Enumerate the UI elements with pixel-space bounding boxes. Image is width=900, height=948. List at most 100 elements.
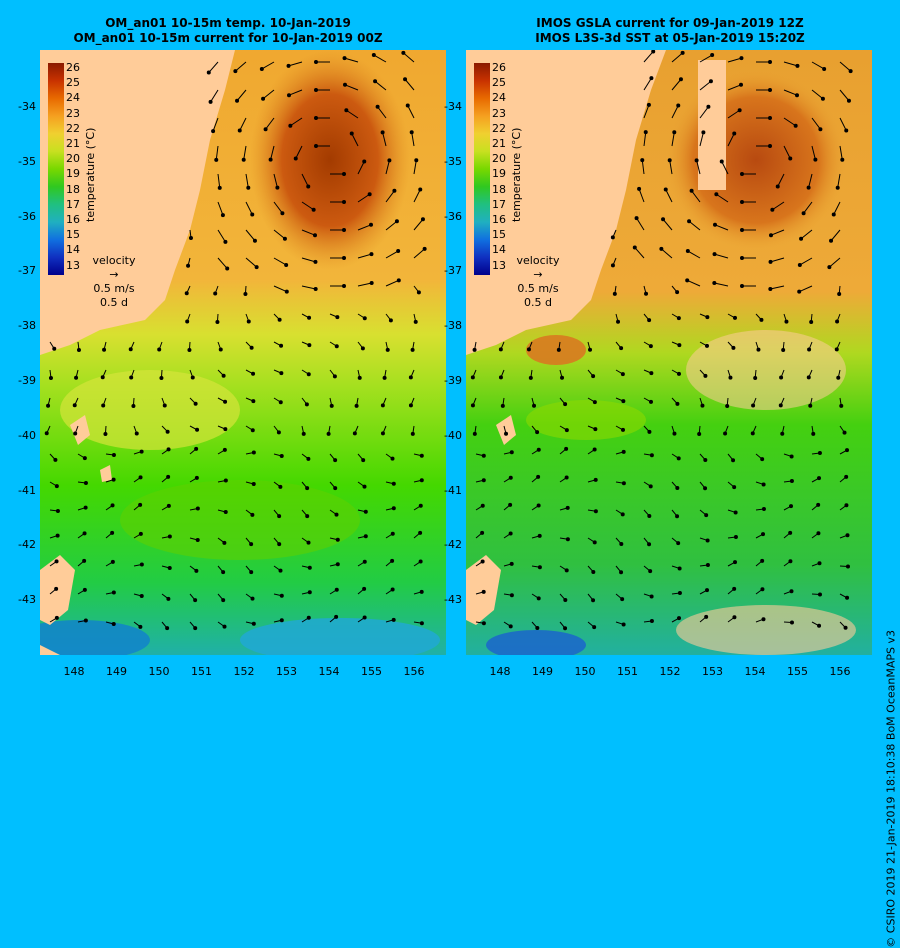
current-arrow-head [734,511,737,514]
current-arrow-head [843,431,846,434]
current-arrow-head [253,239,256,242]
right-map-svg [466,50,872,655]
current-arrow-head [776,185,779,188]
current-arrow-head [372,54,375,57]
left-colorbar-tick: 21 [66,137,80,150]
current-arrow-head [363,587,366,590]
current-arrow-head [724,432,727,435]
current-arrow-head [343,229,346,232]
current-arrow-head [411,432,414,435]
current-arrow-head [617,320,620,323]
current-arrow-head [729,376,732,379]
current-arrow-head [565,569,568,572]
current-arrow-head [473,348,476,351]
current-arrow-head [224,511,227,514]
left-colorbar [48,63,64,275]
current-arrow-head [196,428,199,431]
current-arrow-head [844,626,847,629]
current-arrow-head [410,131,413,134]
current-arrow-head [167,475,170,478]
current-arrow-head [845,129,848,132]
current-arrow-head [315,145,318,148]
current-arrow-head [702,131,705,134]
current-arrow-head [370,281,373,284]
left-map[interactable] [40,50,446,655]
current-arrow-head [302,432,305,435]
right-colorbar [474,63,490,275]
current-arrow-head [678,344,681,347]
current-arrow-head [419,504,422,507]
current-arrow-head [538,534,541,537]
current-arrow-head [814,158,817,161]
current-arrow-head [83,532,86,535]
right-map[interactable] [466,50,872,655]
current-arrow-head [537,504,540,507]
current-arrow-head [353,432,356,435]
current-arrow-head [649,570,652,573]
right-x-tick-label: 156 [825,665,855,678]
current-arrow-head [846,449,849,452]
current-arrow-head [817,532,820,535]
current-arrow-head [509,625,512,628]
right-colorbar-tick: 25 [492,76,506,89]
current-arrow-head [363,616,366,619]
current-arrow-head [397,279,400,282]
current-arrow-head [846,596,849,599]
current-arrow-head [361,347,364,350]
current-arrow-head [314,288,317,291]
current-arrow-head [103,348,106,351]
current-arrow-head [308,566,311,569]
left-colorbar-tick: 14 [66,243,80,256]
current-arrow-head [374,80,377,83]
current-arrow-head [234,70,237,73]
current-arrow-head [734,561,737,564]
current-arrow-head [594,478,597,481]
left-x-tick-label: 151 [187,665,217,678]
current-arrow-head [168,535,171,538]
current-arrow-head [343,285,346,288]
current-arrow-head [790,455,793,458]
current-arrow-head [780,376,783,379]
current-arrow-head [709,80,712,83]
current-arrow-head [481,504,484,507]
current-arrow-head [713,253,716,256]
current-arrow-head [638,187,641,190]
current-arrow-head [278,515,281,518]
current-arrow-head [167,597,170,600]
current-arrow-head [621,373,624,376]
left-title-line1: OM_an01 10-15m temp. 10-Jan-2019 [18,16,438,31]
current-arrow-head [818,562,821,565]
current-arrow-head [650,454,653,457]
current-arrow-head [611,236,614,239]
current-arrow-head [726,404,729,407]
current-arrow-head [818,624,821,627]
current-arrow-head [187,264,190,267]
current-arrow-head [307,457,310,460]
current-arrow-head [388,159,391,162]
current-arrow-head [838,292,841,295]
current-arrow-head [84,506,87,509]
current-arrow-head [369,223,372,226]
current-arrow-head [499,348,502,351]
current-arrow-head [789,157,792,160]
current-arrow-head [471,376,474,379]
current-arrow-head [537,448,540,451]
current-arrow-head [343,173,346,176]
right-x-tick-label: 149 [528,665,558,678]
current-arrow-head [734,535,737,538]
current-arrow-head [112,453,115,456]
current-arrow-head [251,213,254,216]
left-colorbar-tick: 25 [66,76,80,89]
current-arrow-head [381,432,384,435]
current-arrow-head [186,320,189,323]
current-arrow-head [589,348,592,351]
current-arrow-head [566,506,569,509]
current-arrow-head [621,598,624,601]
current-arrow-head [678,567,681,570]
current-arrow-head [414,320,417,323]
current-arrow-head [690,189,693,192]
current-arrow-head [527,348,530,351]
current-arrow-head [381,404,384,407]
current-arrow-head [810,320,813,323]
current-arrow-head [828,266,831,269]
